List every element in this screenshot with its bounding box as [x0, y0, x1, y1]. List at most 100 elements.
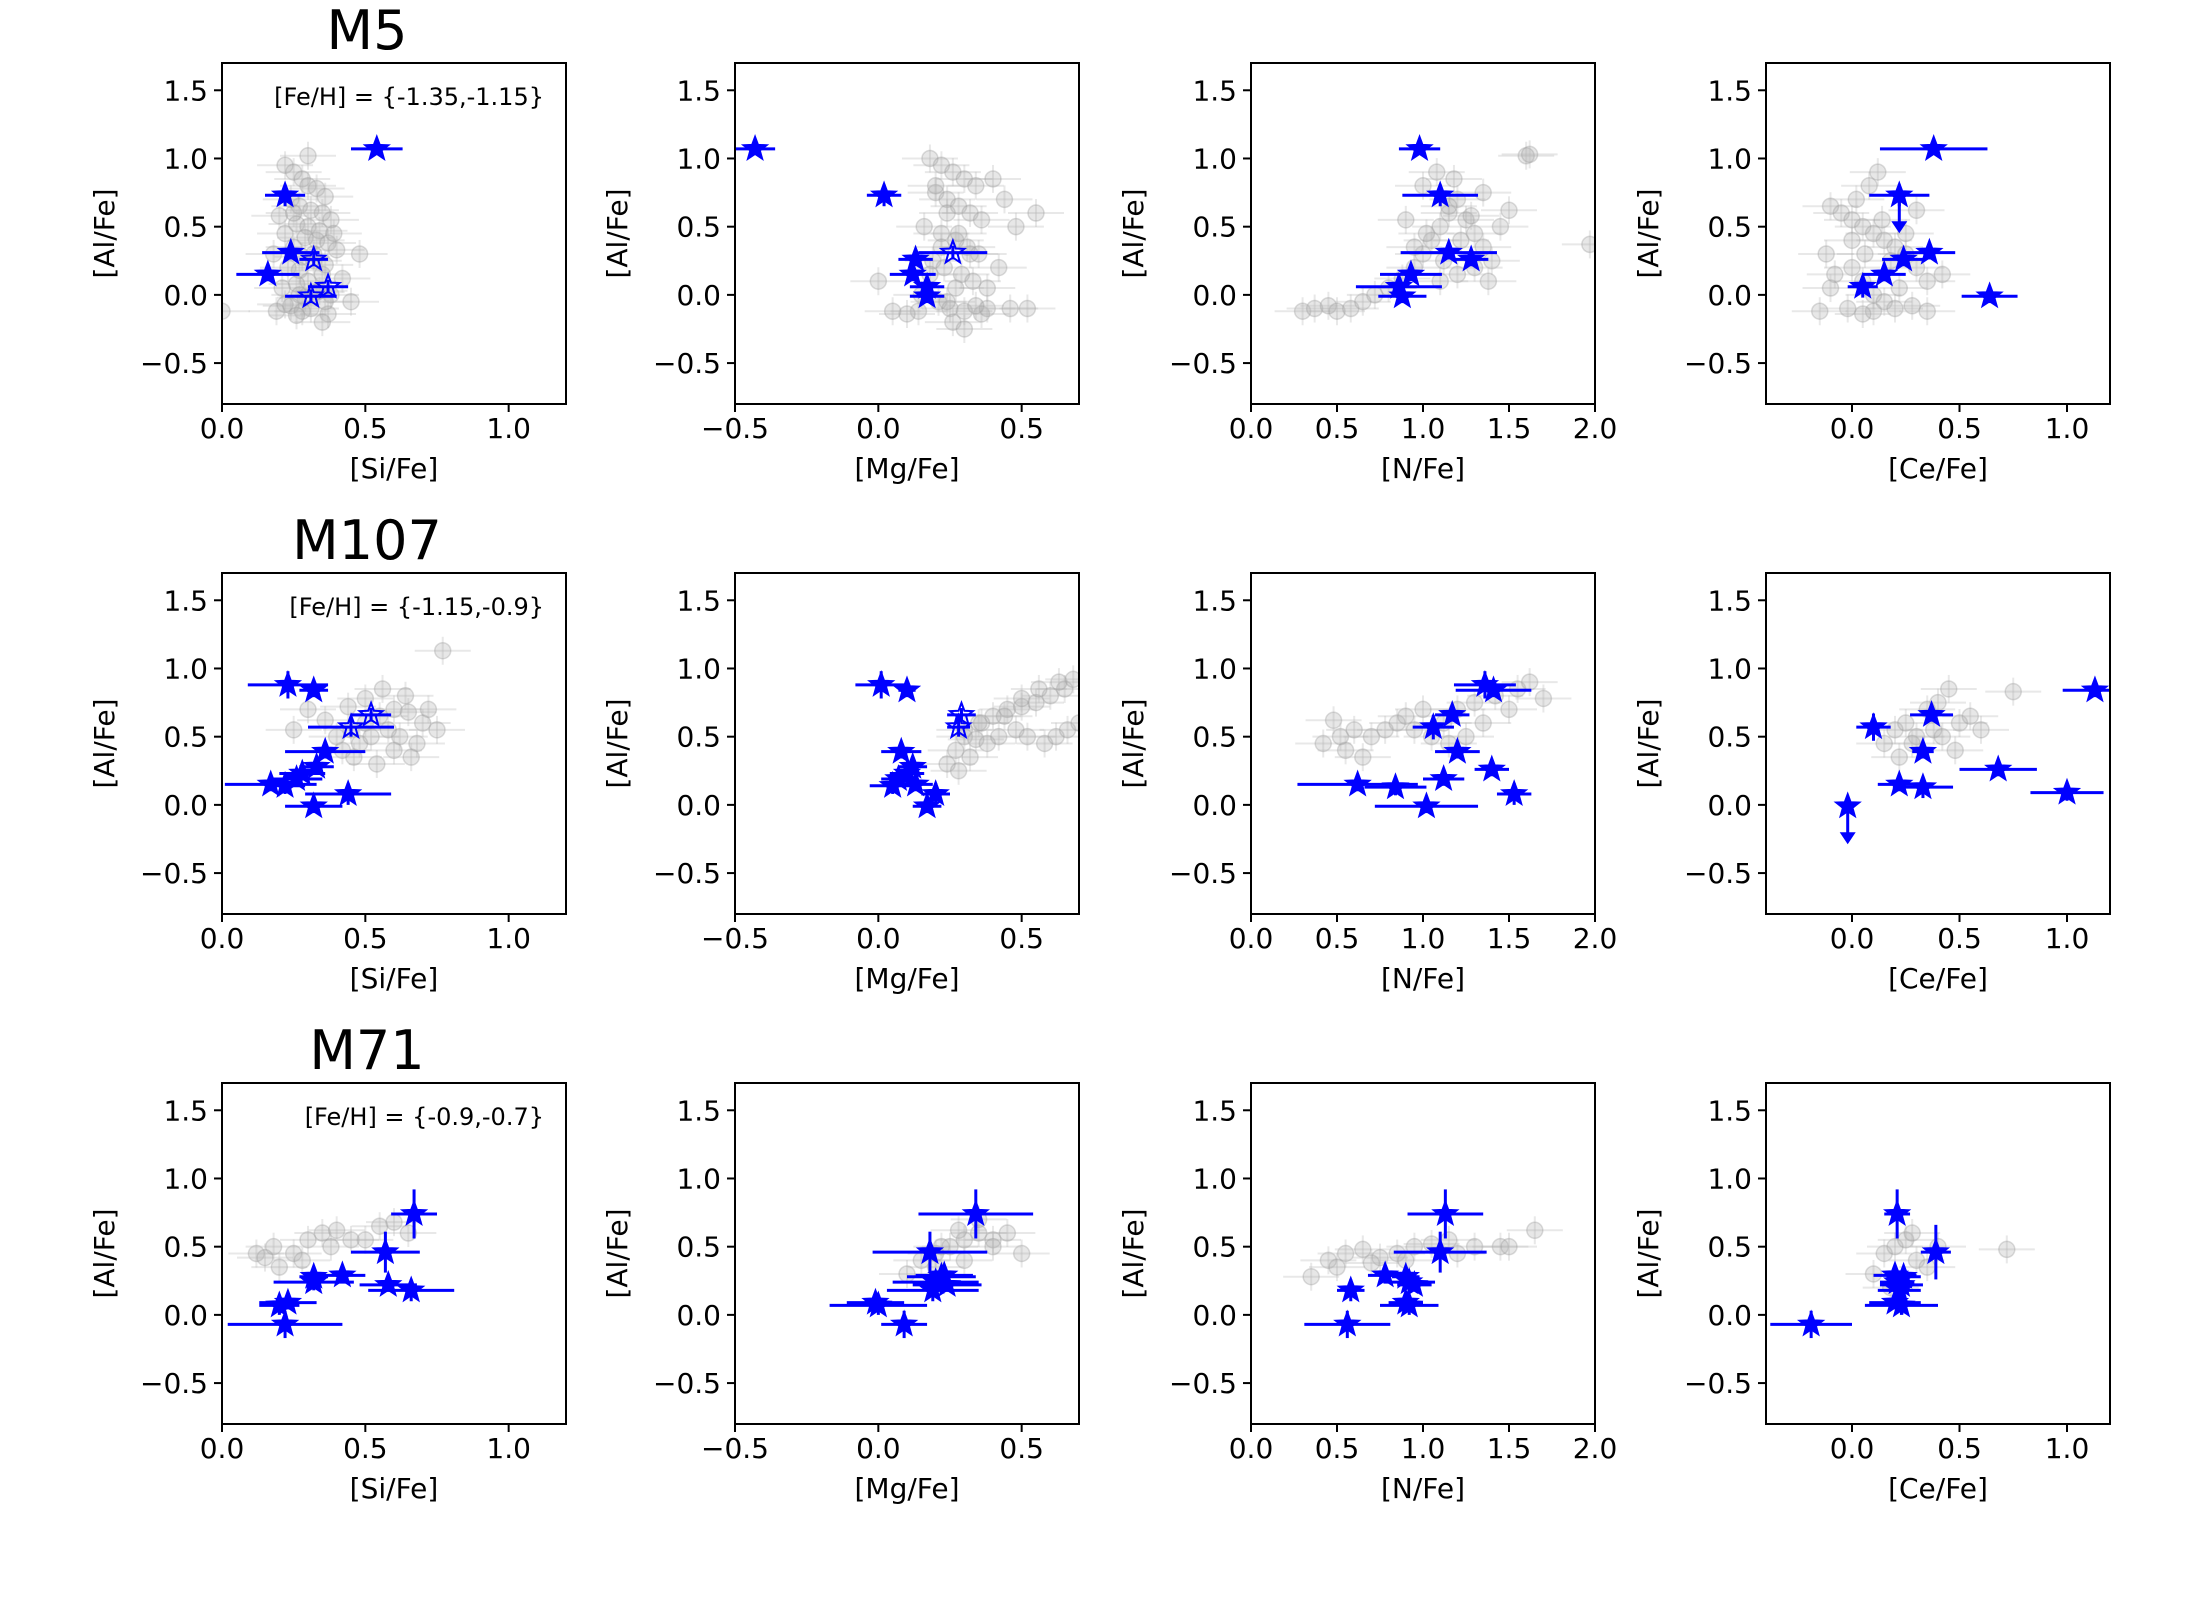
background-point — [276, 224, 294, 243]
background-point — [1012, 689, 1031, 708]
background-point — [1843, 211, 1861, 229]
background-point — [935, 258, 954, 277]
y-tick-label: −0.5 — [653, 347, 721, 380]
background-point — [1500, 201, 1518, 220]
background-point — [1331, 727, 1350, 746]
axes-frame — [221, 1082, 567, 1425]
background-point — [1064, 670, 1079, 689]
star-point — [362, 134, 391, 161]
star-point — [1500, 779, 1529, 807]
star-point — [1429, 764, 1458, 792]
y-tick-label: 0.0 — [1707, 1299, 1752, 1332]
x-tick-label: 0.5 — [343, 922, 388, 955]
background-point — [967, 730, 985, 749]
y-tick-label: −0.5 — [1169, 857, 1237, 890]
background-point — [1397, 707, 1415, 725]
star-point — [901, 244, 930, 272]
x-tick-label: 0.5 — [999, 412, 1044, 445]
background-point — [1890, 748, 1909, 766]
background-point — [1428, 163, 1446, 181]
axes-frame — [734, 1082, 1080, 1425]
background-point — [1856, 245, 1874, 263]
background-point — [938, 204, 956, 222]
background-point — [949, 224, 968, 243]
background-point — [1581, 235, 1595, 254]
background-point — [1018, 299, 1037, 318]
background-point — [1362, 1254, 1381, 1272]
x-tick-label: 0.5 — [1315, 1432, 1360, 1465]
x-axis-label: [Mg/Fe] — [854, 962, 959, 995]
background-point — [1864, 224, 1883, 243]
y-tick-label: −0.5 — [653, 857, 721, 890]
background-point — [1500, 700, 1518, 719]
background-point — [978, 734, 997, 753]
background-point — [967, 177, 985, 195]
y-tick-label: 0.5 — [1707, 1231, 1752, 1264]
background-point — [293, 1251, 312, 1270]
background-point — [964, 272, 982, 290]
background-point — [998, 1224, 1017, 1242]
background-point — [1520, 145, 1539, 164]
background-point — [995, 190, 1014, 209]
panel-m5-nfe: 0.0 0.5 1.0 1.5 2.0 −0.5 0.0 0.5 1.0 1.5 [N/Fe] [Al… — [1117, 62, 1617, 485]
x-tick-label: 0.5 — [1937, 922, 1982, 955]
background-point — [1903, 1224, 1921, 1242]
background-point — [299, 147, 317, 165]
background-point — [1058, 721, 1077, 739]
plot-area — [224, 636, 471, 819]
star-point — [399, 1199, 429, 1226]
background-point — [322, 1237, 340, 1256]
background-point — [1918, 302, 1936, 320]
x-tick-label: 2.0 — [1573, 922, 1618, 955]
star-point — [253, 259, 283, 287]
y-tick-label: 0.5 — [1707, 211, 1752, 244]
star-point-open — [938, 237, 968, 265]
y-axis-label: [Al/Fe] — [601, 1208, 634, 1298]
star-point — [270, 770, 300, 798]
plot-area — [1283, 1189, 1563, 1339]
y-tick-label: −0.5 — [1684, 1367, 1752, 1400]
axes-frame — [1765, 572, 2111, 915]
y-tick-label: 1.0 — [1192, 1162, 1237, 1195]
background-point — [984, 170, 1002, 188]
background-point — [267, 302, 286, 320]
y-axis-label: [Al/Fe] — [1117, 1208, 1150, 1298]
y-tick-label: 0.5 — [676, 721, 721, 754]
x-axis-label: [N/Fe] — [1381, 1472, 1465, 1505]
background-point — [984, 1231, 1002, 1249]
background-point — [1336, 1244, 1355, 1263]
x-tick-label: 0.5 — [999, 922, 1044, 955]
star-point — [1396, 259, 1426, 287]
star-point — [328, 1260, 357, 1288]
background-point — [926, 177, 945, 195]
star-point — [867, 669, 896, 697]
y-tick-label: 0.0 — [163, 789, 208, 822]
y-tick-label: 0.5 — [163, 1231, 208, 1264]
x-tick-label: 1.0 — [1401, 922, 1446, 955]
y-tick-label: 1.0 — [676, 652, 721, 685]
background-point — [396, 687, 415, 705]
background-point — [1336, 741, 1355, 760]
star-point — [299, 791, 328, 819]
star-point-open — [944, 712, 973, 740]
background-point — [955, 320, 974, 338]
background-point — [1445, 170, 1463, 188]
panel-m71-mgfe: −0.5 0.0 0.5 −0.5 0.0 0.5 1.0 1.5 [Mg/Fe] [Al/Fe] — [601, 1082, 1080, 1505]
background-point — [313, 313, 332, 331]
background-point — [941, 299, 959, 318]
star-point — [1479, 675, 1508, 703]
star-point-open — [947, 699, 976, 727]
y-tick-label: 1.0 — [676, 142, 721, 175]
plot-area — [829, 1189, 1050, 1339]
x-axis-label: [Ce/Fe] — [1888, 1472, 1988, 1505]
background-point — [1293, 302, 1312, 320]
x-axis-label: [Mg/Fe] — [854, 452, 959, 485]
axes-frame — [221, 572, 567, 915]
background-point — [307, 179, 326, 198]
star-point — [1412, 791, 1441, 819]
background-point — [978, 299, 997, 318]
background-point — [1342, 299, 1360, 318]
y-tick-label: 1.5 — [676, 74, 721, 107]
star-point — [1438, 699, 1467, 727]
x-tick-label: 0.5 — [1937, 412, 1982, 445]
